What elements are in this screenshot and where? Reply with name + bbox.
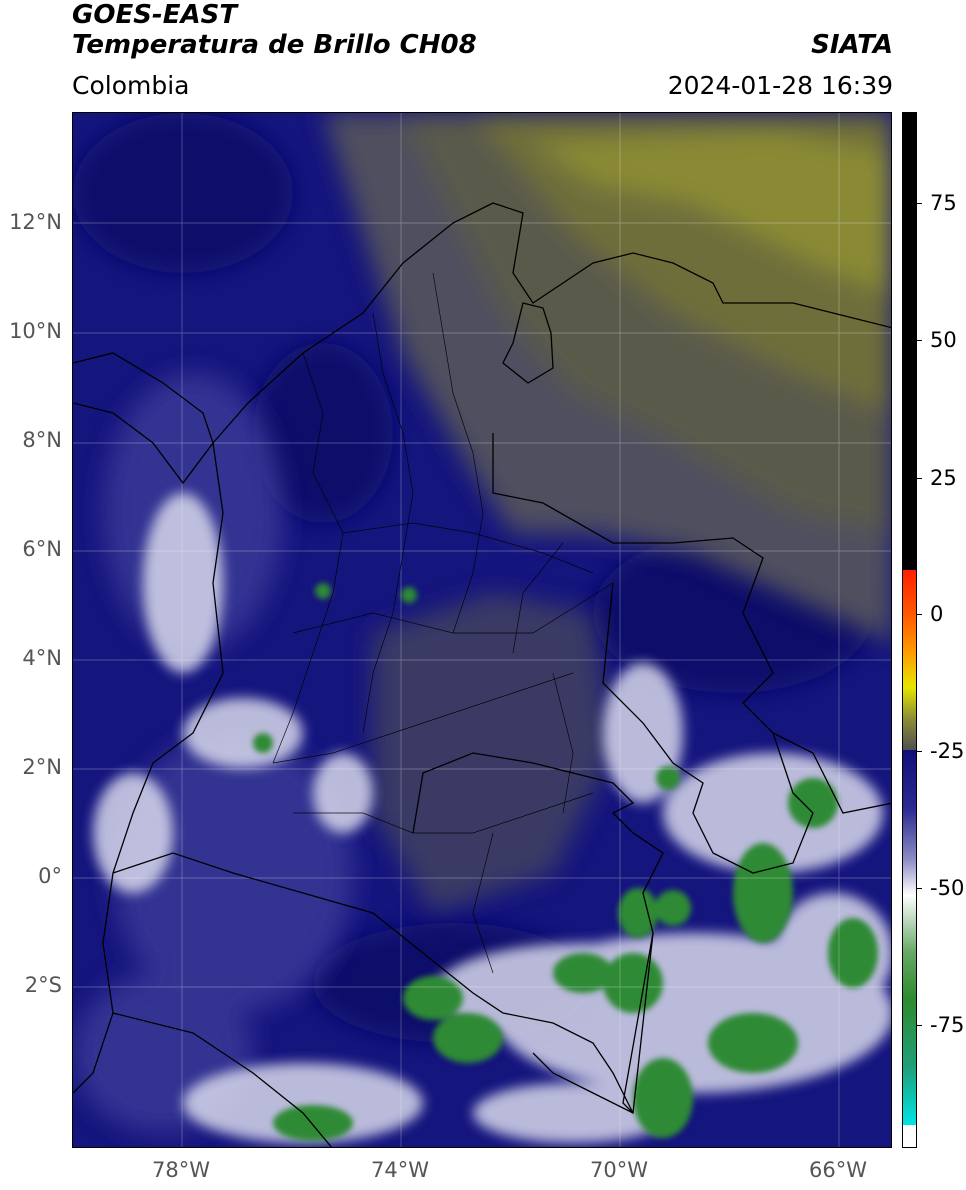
temperature-colorbar [902,112,917,1148]
lat-label-12n: 12°N [9,210,62,234]
lat-label-2n: 2°N [22,755,62,779]
colorbar-label-minus75: -75 [930,1013,965,1037]
lat-label-2s: 2°S [24,973,62,997]
colorbar-tick [916,478,922,479]
product-title: Temperatura de Brillo CH08 [72,30,477,60]
colorbar-label-minus25: -25 [930,739,965,763]
colorbar-tick [916,614,922,615]
colorbar-label-50: 50 [930,328,957,352]
colorbar-white-end [903,1125,916,1147]
graticule [73,113,891,1147]
colorbar-label-25: 25 [930,466,957,490]
country-borders [73,202,891,1147]
lat-label-equator: 0° [38,864,62,888]
colorbar-warm-band [903,570,916,750]
lon-label-74w: 74°W [371,1158,429,1182]
lon-label-78w: 78°W [152,1158,210,1182]
colorbar-tick [916,340,922,341]
satellite-map [72,112,892,1148]
department-borders [272,272,614,974]
colorbar-tick [916,888,922,889]
colorbar-tick [916,751,922,752]
datetime-label: 2024-01-28 16:39 [667,71,893,100]
colorbar-label-minus50: -50 [930,876,965,900]
lat-label-4n: 4°N [22,646,62,670]
colorbar-blue-band [903,750,916,895]
lon-label-70w: 70°W [590,1158,648,1182]
colorbar-tick [916,203,922,204]
colorbar-label-75: 75 [930,191,957,215]
colorbar-cold-band [903,895,916,1125]
colorbar-tick [916,1025,922,1026]
organization-label: SIATA [811,30,893,60]
brightness-temperature-field [73,113,891,1147]
region-label: Colombia [72,71,190,100]
colorbar-label-0: 0 [930,602,944,626]
colorbar-black-band [903,113,916,570]
satellite-title: GOES-EAST [72,0,238,30]
lon-label-66w: 66°W [809,1158,867,1182]
lat-label-10n: 10°N [9,319,62,343]
lat-label-6n: 6°N [22,537,62,561]
lat-label-8n: 8°N [22,428,62,452]
